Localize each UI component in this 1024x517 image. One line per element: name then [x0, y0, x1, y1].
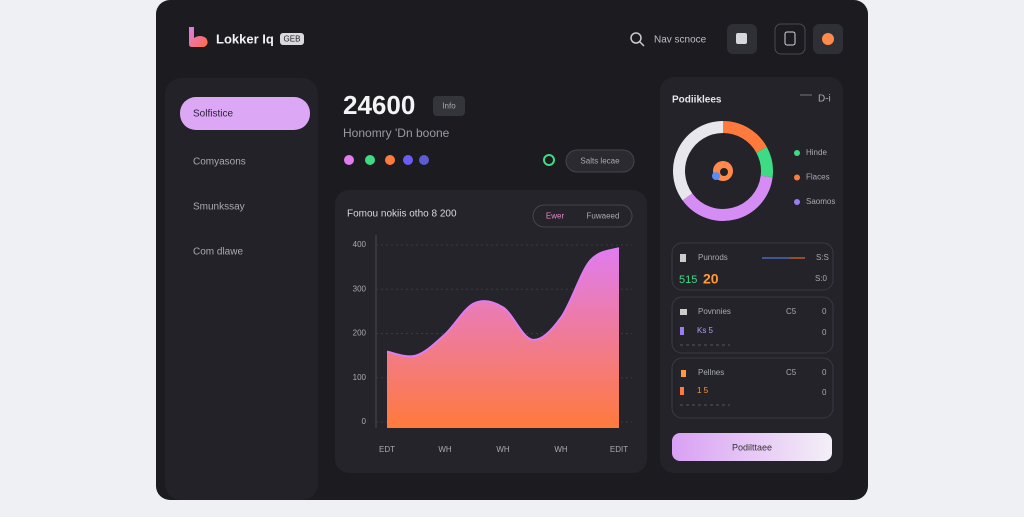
area	[387, 248, 619, 428]
logo-text: Lokker Iq	[216, 31, 274, 46]
donut-segment	[722, 121, 767, 153]
card-right: S:0	[815, 274, 828, 283]
x-tick-label: EDIT	[610, 445, 628, 454]
y-tick-label: 200	[353, 329, 367, 338]
summary-badge-text: Info	[442, 102, 456, 111]
card-icon	[681, 370, 686, 377]
panel-title: Podiiklees	[672, 95, 722, 106]
card-title: Pellnes	[698, 368, 724, 377]
donut-center-icon	[712, 172, 720, 180]
icon-button[interactable]	[774, 23, 806, 55]
icon	[784, 31, 796, 46]
dot	[419, 155, 429, 165]
chart-tab[interactable]: Ewer	[546, 212, 565, 221]
primary-button[interactable]	[672, 433, 832, 461]
chart-title: Fomou nokiis otho 8 200	[347, 209, 457, 220]
sidebar-active[interactable]	[180, 97, 310, 130]
legend-label: Hinde	[806, 148, 827, 157]
logo-icon	[189, 27, 208, 47]
chip-icon	[543, 154, 555, 166]
card-title: Povnnies	[698, 307, 731, 316]
sidebar-item[interactable]: Com dlawe	[193, 247, 243, 258]
x-tick-label: WH	[438, 445, 452, 454]
stat-card	[671, 296, 834, 354]
dot	[365, 155, 375, 165]
card-value: 20	[703, 271, 719, 287]
card-icon	[680, 254, 686, 262]
legend-swatch	[794, 150, 800, 156]
card-tag: C5	[786, 368, 797, 377]
donut-center-icon	[720, 168, 728, 176]
card-sub-right: 0	[822, 388, 827, 397]
logo-badge-text: GEB	[284, 35, 301, 44]
chip-text[interactable]: Salts lecae	[580, 157, 620, 166]
search-icon[interactable]	[630, 32, 642, 44]
card-sub: 1 5	[697, 386, 709, 395]
summary-subtitle: Honomry 'Dn boone	[343, 126, 450, 140]
dot	[385, 155, 395, 165]
legend-label: Saomos	[806, 197, 835, 206]
chart-tabs	[532, 204, 633, 228]
legend-label: Flaces	[806, 173, 830, 182]
dot	[344, 155, 354, 165]
x-tick-label: WH	[496, 445, 510, 454]
search-text[interactable]: Nav scnoce	[654, 35, 707, 46]
panel-tag: D-i	[818, 94, 831, 105]
card-right: 0	[822, 368, 827, 377]
x-tick-label: EDT	[379, 445, 395, 454]
card-sub: Ks 5	[697, 326, 714, 335]
logo-badge	[280, 33, 304, 45]
card-icon	[680, 327, 684, 335]
donut-segment	[673, 121, 724, 201]
icon	[822, 33, 834, 45]
y-tick-label: 400	[353, 240, 367, 249]
card-icon	[680, 309, 687, 315]
dot	[403, 155, 413, 165]
chip[interactable]	[565, 149, 635, 173]
legend-swatch	[794, 199, 800, 205]
icon	[736, 33, 747, 44]
stat-card	[671, 242, 834, 291]
donut-segment	[756, 146, 773, 178]
chart-tab[interactable]: Fuwaeed	[587, 212, 620, 221]
card-sub-right: 0	[822, 328, 827, 337]
area-line	[386, 247, 620, 358]
sidebar-item[interactable]: Solfistice	[193, 109, 233, 120]
sidebar	[165, 78, 318, 500]
sidebar-item[interactable]: Smunkssay	[193, 202, 245, 213]
card-right: 0	[822, 307, 827, 316]
summary-value: 24600	[343, 90, 415, 120]
y-tick-label: 300	[353, 284, 367, 293]
search-icon-handle	[639, 41, 645, 47]
sidebar-item[interactable]: Comyasons	[193, 157, 246, 168]
legend-swatch	[794, 174, 800, 181]
y-tick-label: 100	[353, 373, 367, 382]
x-tick-label: WH	[554, 445, 568, 454]
card-icon	[680, 387, 684, 395]
card-value: 515	[679, 274, 697, 286]
card-title: Punrods	[698, 253, 728, 262]
primary-button-text[interactable]: Podilttaee	[732, 442, 772, 452]
summary-badge	[433, 96, 465, 116]
card-tag: C5	[786, 307, 797, 316]
donut-segment	[682, 175, 773, 221]
y-tick-label: 0	[362, 417, 367, 426]
card-tag: S:S	[816, 253, 829, 262]
stat-card	[671, 357, 834, 419]
